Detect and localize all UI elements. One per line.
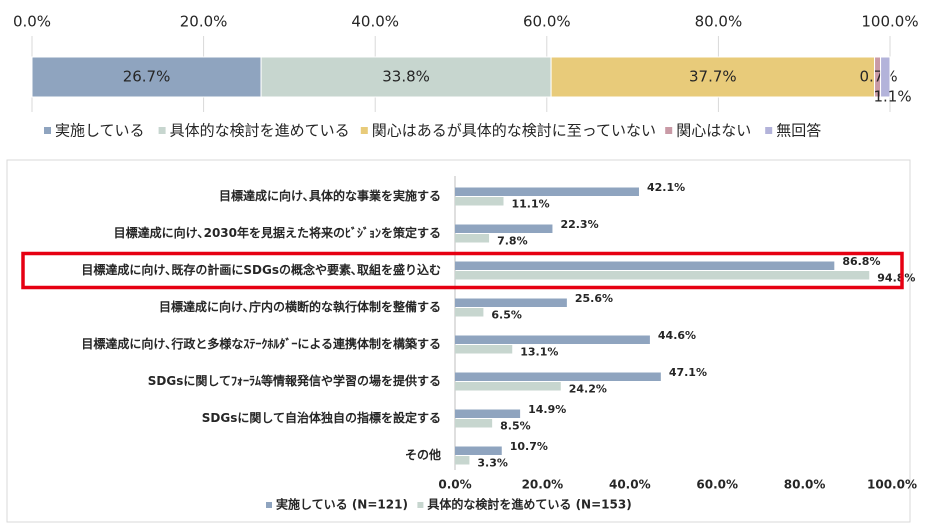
stacked-bar-segment (31, 56, 262, 98)
bar-data-label: 22.3% (560, 218, 598, 231)
bottom-axis-tick-label: 60.0% (696, 478, 738, 492)
bar-data-label: 14.9% (528, 403, 566, 416)
top-axis-tick-label: 60.0% (523, 13, 571, 31)
stacked-bar-data-label: 26.7% (123, 68, 171, 86)
bar (455, 419, 493, 428)
bottom-axis-tick-label: 80.0% (784, 478, 826, 492)
bar-data-label: 24.2% (569, 382, 607, 395)
legend-swatch (417, 502, 424, 508)
bar-data-label: 42.1% (647, 181, 685, 194)
bar (455, 372, 661, 381)
bar (455, 308, 484, 317)
legend-swatch (360, 127, 368, 134)
bar-data-label: 44.6% (658, 329, 696, 342)
bar (455, 335, 650, 344)
bar-data-label: 13.1% (520, 345, 558, 358)
bar-data-label: 94.8% (877, 271, 915, 284)
legend-swatch (266, 502, 272, 508)
bar (455, 446, 502, 455)
legend-label: 具体的な検討を進めている (N=153) (427, 497, 631, 512)
bar (455, 298, 567, 307)
bar-data-label: 7.8% (497, 234, 528, 247)
legend-label: 無回答 (776, 122, 821, 140)
bar (455, 271, 870, 280)
bar (455, 456, 470, 465)
bar (455, 197, 504, 206)
bar-data-label: 6.5% (491, 308, 522, 321)
legend-label: 関心はない (676, 122, 751, 140)
bar-data-label: 25.6% (575, 292, 613, 305)
category-label: 目標達成に向け､庁内の横断的な執行体制を整備する (159, 299, 441, 314)
top-axis-tick-label: 0.0% (13, 13, 51, 31)
category-label: 目標達成に向け､行政と多様なｽﾃｰｸﾎﾙﾀﾞｰによる連携体制を構築する (81, 336, 441, 351)
legend-label: 実施している (N=121) (276, 497, 408, 512)
legend-swatch (158, 127, 166, 134)
stacked-bar-data-label: 33.8% (382, 68, 430, 86)
bar-data-label: 10.7% (510, 440, 548, 453)
bottom-axis-tick-label: 100.0% (867, 478, 917, 492)
stacked-bar-data-label: 37.7% (689, 68, 737, 86)
bottom-axis-tick-label: 0.0% (438, 478, 471, 492)
stacked-bar-data-label: 0.7% (860, 68, 898, 86)
bar (455, 345, 513, 354)
legend-swatch (44, 127, 51, 134)
bar (455, 409, 521, 418)
legend-label: 関心はあるが具体的な検討に至っていない (372, 122, 656, 140)
bar (455, 234, 490, 243)
category-label: 目標達成に向け､具体的な事業を実施する (219, 188, 441, 203)
bar-data-label: 8.5% (500, 419, 531, 432)
category-label: その他 (405, 447, 441, 462)
bar-data-label: 47.1% (669, 366, 707, 379)
chart-frame (6, 159, 911, 523)
bar (455, 261, 835, 270)
legend-swatch (665, 127, 673, 134)
bottom-axis-tick-label: 20.0% (522, 478, 564, 492)
top-axis-tick-label: 20.0% (180, 13, 228, 31)
stacked-bar-data-label: 1.1% (874, 88, 912, 106)
bar-data-label: 86.8% (842, 255, 880, 268)
category-label: 目標達成に向け､既存の計画にSDGsの概念や要素､取組を盛り込む (81, 262, 441, 277)
stacked-bar-segment (880, 56, 891, 98)
top-axis-tick-label: 80.0% (695, 13, 743, 31)
bar (455, 382, 561, 391)
category-label: 目標達成に向け､2030年を見据えた将来のﾋﾞｼﾞｮﾝを策定する (114, 225, 441, 240)
top-axis-tick-label: 100.0% (861, 13, 918, 31)
bar (455, 224, 553, 233)
bar-data-label: 3.3% (477, 456, 508, 469)
bar (455, 187, 639, 196)
category-label: SDGsに関して自治体独自の指標を設定する (202, 410, 441, 425)
top-axis-tick-label: 40.0% (351, 13, 399, 31)
highlight-box (21, 251, 904, 290)
bottom-axis-tick-label: 40.0% (609, 478, 651, 492)
category-label: SDGsに関してﾌｫｰﾗﾑ等情報発信や学習の場を提供する (148, 373, 441, 388)
bar-data-label: 11.1% (512, 197, 550, 210)
legend-label: 実施している (55, 122, 145, 140)
legend-swatch (765, 127, 773, 134)
legend-label: 具体的な検討を進めている (170, 122, 350, 140)
